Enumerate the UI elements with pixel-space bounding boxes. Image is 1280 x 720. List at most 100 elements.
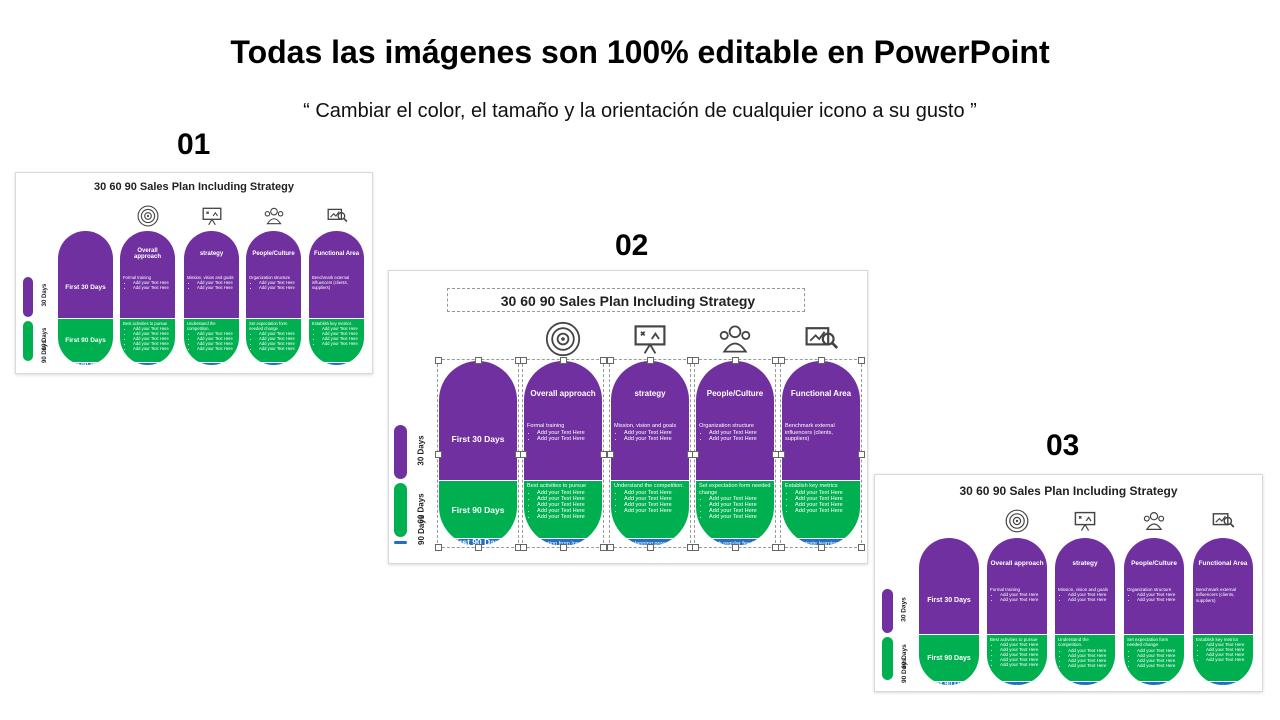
s2-cell-text: Benchmark external influencers (clients,… bbox=[785, 423, 835, 443]
s3-plan-cell[interactable]: Set expectation form needed changeAdd yo… bbox=[1124, 635, 1184, 681]
s2-shape-selection[interactable] bbox=[522, 359, 604, 548]
s2-resize-handle[interactable] bbox=[600, 450, 607, 458]
s2-shape-selection[interactable] bbox=[609, 359, 691, 548]
s2-resize-handle[interactable] bbox=[692, 357, 699, 364]
s3-plan-cell[interactable]: Establish regular feedback loopsAdd your… bbox=[1124, 682, 1184, 685]
s2-plan-cell[interactable]: Demonstrate learningAdd your Text HereAd… bbox=[782, 539, 860, 546]
s3-plan-cell[interactable]: Contribution from long term success.Add … bbox=[987, 682, 1047, 685]
s2-plan-cell[interactable]: Best activities to pursueAdd your Text H… bbox=[524, 481, 602, 538]
s2-resize-handle[interactable] bbox=[858, 450, 865, 458]
s2-resize-handle[interactable] bbox=[435, 450, 442, 458]
s2-resize-handle[interactable] bbox=[607, 544, 614, 551]
s2-resize-handle[interactable] bbox=[560, 544, 567, 551]
s2-phase-cell[interactable]: First 90 Days bbox=[439, 481, 517, 538]
s2-bullet-item: Add your Text Here bbox=[795, 508, 857, 514]
s2-resize-handle[interactable] bbox=[778, 544, 785, 551]
s1-plan-cell[interactable]: Establish key metricsAdd your Text HereA… bbox=[309, 319, 364, 362]
s2-resize-handle[interactable] bbox=[647, 544, 654, 551]
s2-resize-handle[interactable] bbox=[600, 357, 607, 364]
s1-plan-cell[interactable]: Contribution from long term success.Add … bbox=[120, 363, 175, 365]
s1-plan-cell[interactable]: Best activities to pursueAdd your Text H… bbox=[120, 319, 175, 362]
s2-title-selection[interactable] bbox=[447, 288, 805, 312]
s2-resize-handle[interactable] bbox=[858, 357, 865, 364]
s3-plan-cell[interactable]: Establish key metricsAdd your Text HereA… bbox=[1193, 635, 1253, 681]
s3-cell-text: Establish regular feedback loops bbox=[1127, 684, 1181, 685]
s2-plan-cell[interactable]: Establish regular feedback loopsAdd your… bbox=[696, 539, 774, 546]
s2-resize-handle[interactable] bbox=[520, 450, 527, 458]
s2-shape-selection[interactable] bbox=[694, 359, 776, 548]
s2-resize-handle[interactable] bbox=[818, 357, 825, 364]
s2-cell-text: Establish key metrics bbox=[785, 483, 838, 489]
s2-resize-handle[interactable] bbox=[732, 357, 739, 364]
s2-resize-handle[interactable] bbox=[778, 357, 785, 364]
s3-plan-cell[interactable]: Functional Area Benchmark external influe… bbox=[1193, 538, 1253, 634]
slide-preview-02-editing[interactable]: 30 60 90 Sales Plan Including Strategy 30… bbox=[388, 270, 868, 564]
s1-bullet-item: Add your Text Here bbox=[133, 331, 172, 336]
s3-plan-cell[interactable]: Demonstrate learningAdd your Text HereAd… bbox=[1193, 682, 1253, 685]
s1-bullet-item: Add your Text Here bbox=[197, 346, 236, 351]
s2-resize-handle[interactable] bbox=[600, 544, 607, 551]
s2-resize-handle[interactable] bbox=[692, 544, 699, 551]
s2-resize-handle[interactable] bbox=[692, 450, 699, 458]
s1-row-bar bbox=[23, 277, 33, 317]
s2-plan-cell[interactable]: Understand the competition.Add your Text… bbox=[611, 481, 689, 538]
s2-plan-cell[interactable]: Establish key metricsAdd your Text HereA… bbox=[782, 481, 860, 538]
s3-cell-text: Organization structure bbox=[1127, 587, 1172, 592]
s1-plan-cell[interactable]: Demonstrate learningAdd your Text HereAd… bbox=[309, 363, 364, 365]
s2-bullet-item: Add your Text Here bbox=[624, 436, 686, 442]
s1-plan-cell[interactable]: Set up planning processAdd your Text Her… bbox=[184, 363, 239, 365]
s1-phase-cell[interactable]: First 90 Days bbox=[58, 319, 113, 362]
s1-phase-cell[interactable]: First 30 Days bbox=[58, 231, 113, 318]
page-title: Todas las imágenes son 100% editable en … bbox=[230, 34, 1050, 70]
s2-resize-handle[interactable] bbox=[435, 544, 442, 551]
s1-plan-cell[interactable]: Functional Area Benchmark external influe… bbox=[309, 231, 364, 318]
s2-resize-handle[interactable] bbox=[647, 357, 654, 364]
s1-plan-cell[interactable]: Understand the competition.Add your Text… bbox=[184, 319, 239, 362]
s3-phase-cell[interactable]: First 90 Days bbox=[919, 681, 979, 685]
s2-phase-cell[interactable]: First 30 Days bbox=[439, 361, 517, 480]
s2-resize-handle[interactable] bbox=[520, 544, 527, 551]
s3-plan-cell[interactable]: Best activities to pursueAdd your Text H… bbox=[987, 635, 1047, 681]
s2-resize-handle[interactable] bbox=[858, 544, 865, 551]
s2-resize-handle[interactable] bbox=[607, 357, 614, 364]
s3-cell-text: Benchmark external influencers (clients,… bbox=[1196, 587, 1237, 603]
slide-preview-03[interactable]: 30 60 90 Sales Plan Including Strategy 30… bbox=[874, 474, 1263, 692]
s2-resize-handle[interactable] bbox=[732, 544, 739, 551]
s3-phase-cell[interactable]: First 90 Days bbox=[919, 635, 979, 681]
s2-cell-text: Understand the competition. bbox=[614, 483, 684, 489]
s2-resize-handle[interactable] bbox=[818, 544, 825, 551]
s2-resize-handle[interactable] bbox=[435, 357, 442, 364]
s2-phase-cell[interactable]: First 90 Days bbox=[439, 537, 517, 546]
s2-shape-selection[interactable] bbox=[437, 359, 519, 548]
s2-resize-handle[interactable] bbox=[560, 357, 567, 364]
s2-resize-handle[interactable] bbox=[475, 357, 482, 364]
s1-bullet-list: Add your Text HereAdd your Text HereAdd … bbox=[187, 331, 236, 351]
s2-plan-cell[interactable]: Contribution from long term success.Add … bbox=[524, 539, 602, 546]
s2-plan-cell[interactable]: Functional Area Benchmark external influe… bbox=[782, 361, 860, 480]
s2-plan-cell[interactable]: Set expectation form needed changeAdd yo… bbox=[696, 481, 774, 538]
s2-resize-handle[interactable] bbox=[607, 450, 614, 458]
s2-resize-handle[interactable] bbox=[475, 544, 482, 551]
s1-phase-cell[interactable]: First 90 Days bbox=[58, 362, 113, 365]
s2-bullet-list: Add your Text HereAdd your Text Here bbox=[699, 430, 771, 442]
slide-preview-01[interactable]: 30 60 90 Sales Plan Including Strategy 30… bbox=[15, 172, 373, 374]
s2-resize-handle[interactable] bbox=[520, 357, 527, 364]
s2-resize-handle[interactable] bbox=[778, 450, 785, 458]
s2-shape-selection[interactable] bbox=[780, 359, 862, 548]
s2-plan-cell[interactable]: Set up planning processAdd your Text Her… bbox=[611, 539, 689, 546]
s3-phase-cell[interactable]: First 30 Days bbox=[919, 538, 979, 634]
s1-plan-cell[interactable]: Establish regular feedback loopsAdd your… bbox=[246, 363, 301, 365]
s2-bullet-list: Add your Text HereAdd your Text HereAdd … bbox=[614, 490, 686, 514]
s3-plan-cell[interactable]: Set up planning processAdd your Text Her… bbox=[1055, 682, 1115, 685]
s1-plan-cell[interactable]: Set expectation form needed changeAdd yo… bbox=[246, 319, 301, 362]
s3-plan-cell[interactable]: Understand the competition.Add your Text… bbox=[1055, 635, 1115, 681]
